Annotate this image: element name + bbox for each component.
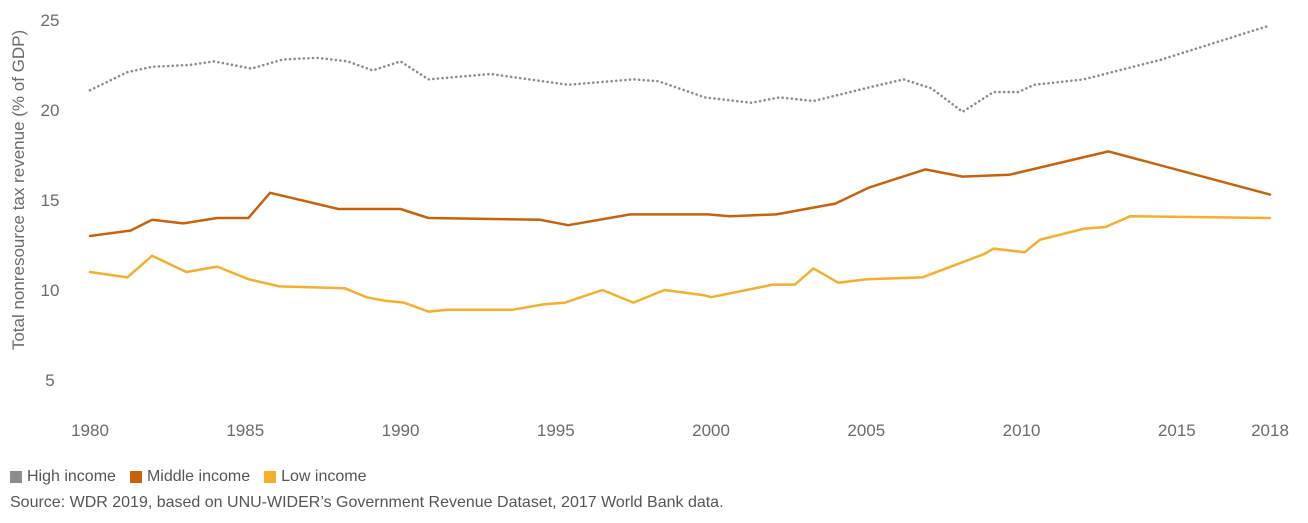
x-tick-label: 1980 (71, 421, 109, 440)
y-axis-title: Total nonresource tax revenue (% of GDP) (9, 30, 28, 350)
y-tick-label: 25 (41, 11, 60, 30)
x-tick-label: 2018 (1251, 421, 1289, 440)
y-tick-label: 20 (41, 101, 60, 120)
series-line-low-income (88, 214, 1272, 313)
source-note: Source: WDR 2019, based on UNU-WIDER’s G… (10, 494, 724, 511)
x-tick-label: 2000 (692, 421, 730, 440)
legend-label-low-income: Low income (281, 468, 367, 485)
x-tick-label: 1985 (226, 421, 264, 440)
legend-swatch-low-income (264, 471, 277, 483)
legend-swatch-middle-income (129, 471, 142, 483)
x-tick-label: 2005 (847, 421, 885, 440)
legend-label-high-income: High income (27, 468, 116, 485)
y-axis-title-group: Total nonresource tax revenue (% of GDP) (9, 30, 28, 350)
y-tick-label: 15 (41, 191, 60, 210)
x-tick-label: 1990 (382, 421, 420, 440)
legend-label-middle-income: Middle income (146, 468, 251, 485)
series-line-high-income (88, 24, 1272, 114)
legend-item-low-income: Low income (264, 468, 366, 486)
legend-swatch-high-income (10, 471, 22, 483)
y-axis-ticks: 5 10 15 20 25 (41, 11, 60, 390)
legend: High income Middle income Low income (10, 468, 380, 486)
series-lines (88, 24, 1272, 313)
x-tick-label: 2015 (1158, 421, 1196, 440)
legend-item-middle-income: Middle income (129, 468, 251, 486)
legend-item-high-income: High income (10, 468, 116, 486)
series-line-middle-income (88, 150, 1272, 238)
x-axis-ticks: 1980 1985 1990 1995 2000 2005 2010 2015 2018 (71, 421, 1289, 440)
y-tick-label: 5 (45, 371, 54, 390)
x-tick-label: 2010 (1003, 421, 1041, 440)
x-tick-label: 1995 (537, 421, 575, 440)
y-tick-label: 10 (41, 281, 60, 300)
